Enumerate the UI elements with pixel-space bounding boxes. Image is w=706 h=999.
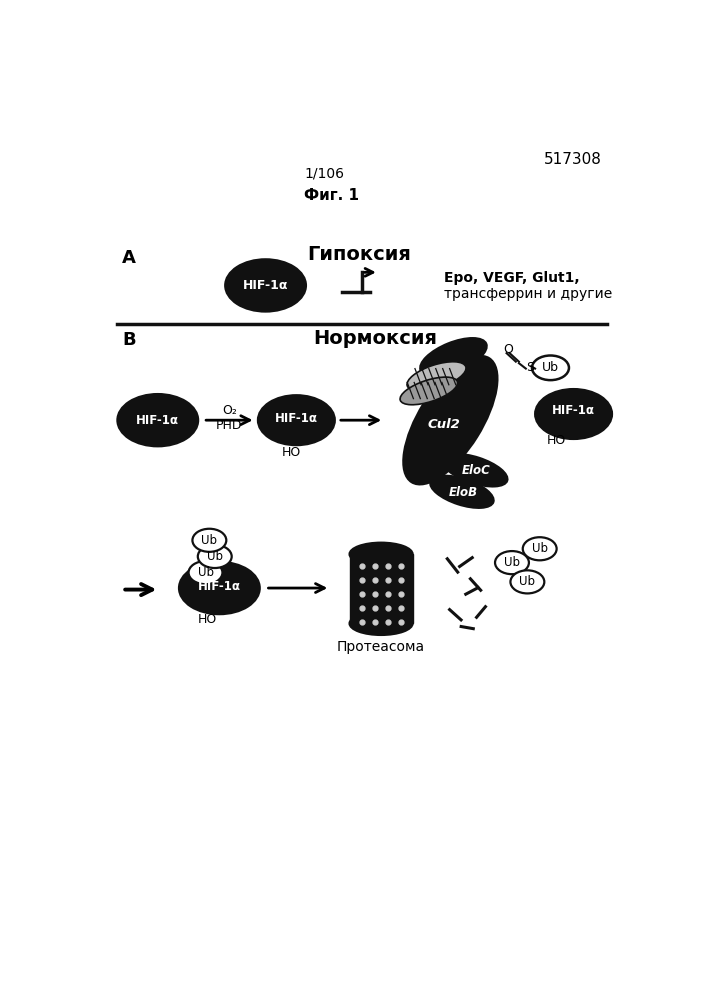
Text: трансферрин и другие: трансферрин и другие [444,287,613,301]
Text: Фиг. 1: Фиг. 1 [304,188,359,203]
Text: Ub: Ub [504,556,520,569]
Ellipse shape [403,356,498,485]
Ellipse shape [443,454,508,487]
Text: Ub: Ub [207,550,223,563]
Text: HIF-1α: HIF-1α [136,414,179,427]
Text: O₂: O₂ [222,405,237,418]
Ellipse shape [349,542,412,565]
Ellipse shape [430,476,493,507]
Text: HIF-1α: HIF-1α [552,405,595,418]
Text: Cul2: Cul2 [428,418,460,431]
Text: HIF-1α: HIF-1α [198,580,241,593]
Ellipse shape [189,561,222,584]
Text: Ub: Ub [520,575,535,588]
Ellipse shape [407,362,466,391]
Text: O: O [503,343,513,356]
Ellipse shape [117,394,198,447]
Text: Гипоксия: Гипоксия [308,245,412,264]
Ellipse shape [179,561,260,614]
Ellipse shape [532,356,569,381]
Text: Ub: Ub [198,566,213,579]
Text: Epo, VEGF, Glut1,: Epo, VEGF, Glut1, [444,271,580,285]
Ellipse shape [510,570,544,593]
Text: PHD: PHD [216,419,243,433]
Ellipse shape [193,528,227,551]
Text: Ub: Ub [542,362,559,375]
Ellipse shape [420,338,486,376]
Ellipse shape [522,537,556,560]
Text: A: A [122,249,136,268]
Text: HO: HO [198,612,217,625]
Text: Нормоксия: Нормоксия [313,330,437,349]
Ellipse shape [400,377,457,405]
Text: Ub: Ub [532,542,548,555]
Text: Протеасома: Протеасома [337,640,425,654]
Text: S: S [526,362,534,375]
Text: EloB: EloB [449,487,478,500]
Text: EloC: EloC [462,465,491,478]
Ellipse shape [225,260,306,312]
Ellipse shape [198,544,232,568]
Text: HO: HO [547,434,566,447]
Bar [349,554,412,623]
Text: 517308: 517308 [544,152,602,167]
Text: B: B [122,331,136,349]
Ellipse shape [495,551,529,574]
Text: HIF-1α: HIF-1α [275,413,318,426]
Text: HO: HO [282,447,301,460]
Ellipse shape [349,612,412,635]
Ellipse shape [258,396,335,446]
Ellipse shape [535,389,612,439]
Text: Ub: Ub [201,533,217,546]
Text: HIF-1α: HIF-1α [243,279,288,292]
Text: 1/106: 1/106 [304,166,344,180]
